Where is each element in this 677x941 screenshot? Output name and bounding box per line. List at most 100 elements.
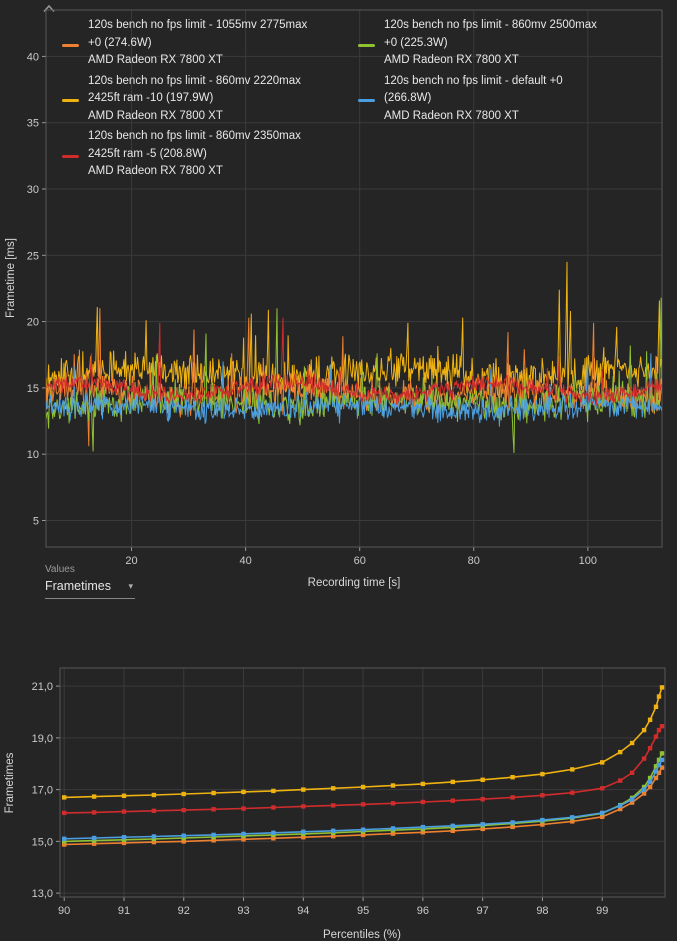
legend-label-line2: 2425ft ram -5 (208.8W): [88, 147, 207, 160]
percentile-marker: [181, 807, 186, 813]
legend-marker: [62, 154, 79, 158]
legend-label-gpu: AMD Radeon RX 7800 XT: [384, 54, 519, 66]
y-tick-label: 21,0: [32, 681, 53, 693]
percentile-marker: [301, 829, 306, 834]
x-tick-label: 95: [357, 905, 369, 917]
percentile-marker: [510, 820, 515, 825]
percentile-y-axis-label: Frametimes: [4, 752, 16, 813]
frametime-x-axis-label: Recording time [s]: [308, 577, 401, 589]
percentile-x-axis-label: Percentiles (%): [323, 929, 401, 941]
y-tick-label: 5: [33, 515, 39, 527]
legend-entry[interactable]: 120s bench no fps limit - 860mv 2220max 2…: [62, 75, 320, 128]
percentile-marker: [450, 828, 455, 833]
percentile-marker: [211, 838, 216, 843]
percentile-marker: [62, 836, 67, 841]
legend-label-gpu: AMD Radeon RX 7800 XT: [88, 109, 223, 122]
percentile-marker: [647, 717, 653, 722]
percentile-marker: [331, 834, 336, 839]
percentile-marker: [480, 797, 485, 802]
percentile-marker: [211, 832, 216, 838]
legend-marker: [62, 99, 79, 103]
percentile-marker: [618, 778, 623, 783]
percentile-marker: [121, 840, 127, 846]
legend-label-line2: +0 (274.6W): [88, 36, 152, 49]
percentile-marker: [480, 777, 485, 782]
chart-legend: 120s bench no fps limit - 1055mv 2775max…: [62, 19, 597, 183]
percentile-marker: [659, 724, 665, 729]
percentile-marker: [360, 802, 366, 807]
y-tick-label: 19,0: [32, 733, 53, 745]
values-dropdown[interactable]: Frametimes ▾: [45, 579, 135, 599]
values-dropdown-selected: Frametimes: [45, 579, 111, 593]
percentile-marker: [121, 809, 127, 814]
percentile-marker: [420, 799, 426, 805]
plot-border: [45, 9, 663, 548]
frametime-chart-canvas: Frametime [ms] Recording time [s] 5 10 15 2…: [5, 9, 663, 589]
percentile-marker: [390, 801, 396, 806]
frametime-series-2: [46, 317, 662, 406]
legend-entry[interactable]: 120s bench no fps limit - 860mv 2350max 2…: [62, 130, 320, 183]
percentile-marker: [540, 793, 545, 798]
percentile-marker: [659, 765, 665, 770]
percentile-marker: [600, 814, 605, 819]
legend-entry[interactable]: 120s bench no fps limit - 1055mv 2775max…: [62, 19, 320, 72]
y-tick-label: 10: [27, 449, 39, 461]
percentile-marker: [641, 787, 647, 792]
percentile-marker: [600, 760, 605, 765]
percentile-marker: [241, 837, 246, 842]
x-tick-label: 92: [178, 905, 190, 917]
legend-entry[interactable]: 120s bench no fps limit - 860mv 2500max +…: [358, 19, 597, 72]
percentile-marker: [91, 835, 97, 841]
x-tick-label: 60: [354, 555, 366, 567]
percentile-marker: [540, 817, 545, 823]
percentile-marker: [181, 839, 186, 844]
percentile-marker: [618, 806, 623, 812]
percentile-marker: [390, 783, 396, 788]
x-tick-label: 99: [596, 905, 608, 917]
x-tick-label: 90: [58, 905, 70, 917]
legend-marker: [358, 43, 375, 47]
y-tick-label: 13,0: [32, 888, 53, 900]
percentile-marker: [151, 836, 157, 842]
percentile-marker: [656, 762, 662, 768]
percentile-marker: [62, 795, 67, 800]
percentile-marker: [656, 757, 662, 763]
percentile-marker: [390, 826, 396, 831]
percentile-marker: [659, 751, 665, 756]
percentile-marker: [540, 822, 545, 827]
percentile-marker: [91, 841, 97, 846]
percentile-marker: [629, 740, 635, 746]
percentile-marker: [420, 830, 426, 835]
percentile-marker: [641, 756, 647, 761]
legend-label-line1: 120s bench no fps limit - 860mv 2500max: [384, 19, 597, 31]
percentile-marker: [241, 831, 246, 837]
x-tick-label: 97: [477, 905, 489, 917]
percentile-marker: [647, 775, 653, 781]
legend-label-line2: +0 (225.3W): [384, 36, 448, 49]
percentile-marker: [211, 790, 216, 796]
percentile-marker: [301, 787, 306, 792]
legend-entry[interactable]: 120s bench no fps limit - default +0 (266…: [358, 75, 597, 128]
x-tick-label: 93: [237, 905, 249, 917]
percentile-marker: [600, 786, 605, 791]
percentile-marker: [600, 810, 605, 816]
percentile-marker: [659, 757, 665, 763]
percentile-marker: [570, 767, 575, 772]
percentile-marker: [181, 791, 186, 797]
percentile-marker: [62, 810, 67, 816]
percentile-marker: [647, 746, 653, 751]
x-tick-label: 80: [468, 555, 480, 567]
percentile-chart-canvas: Frametimes Percentiles (%) 13,0 15,0 17,0 1…: [4, 667, 666, 941]
percentile-marker: [510, 824, 515, 830]
y-tick-label: 40: [27, 51, 39, 63]
percentile-marker: [271, 836, 276, 841]
y-tick-label: 15: [27, 383, 39, 395]
percentile-series-3: [62, 724, 665, 816]
x-tick-label: 40: [240, 555, 252, 567]
y-tick-label: 25: [27, 250, 39, 262]
percentile-marker: [301, 835, 306, 840]
percentile-marker: [570, 790, 575, 795]
percentile-marker: [241, 789, 246, 795]
percentile-marker: [450, 823, 455, 828]
